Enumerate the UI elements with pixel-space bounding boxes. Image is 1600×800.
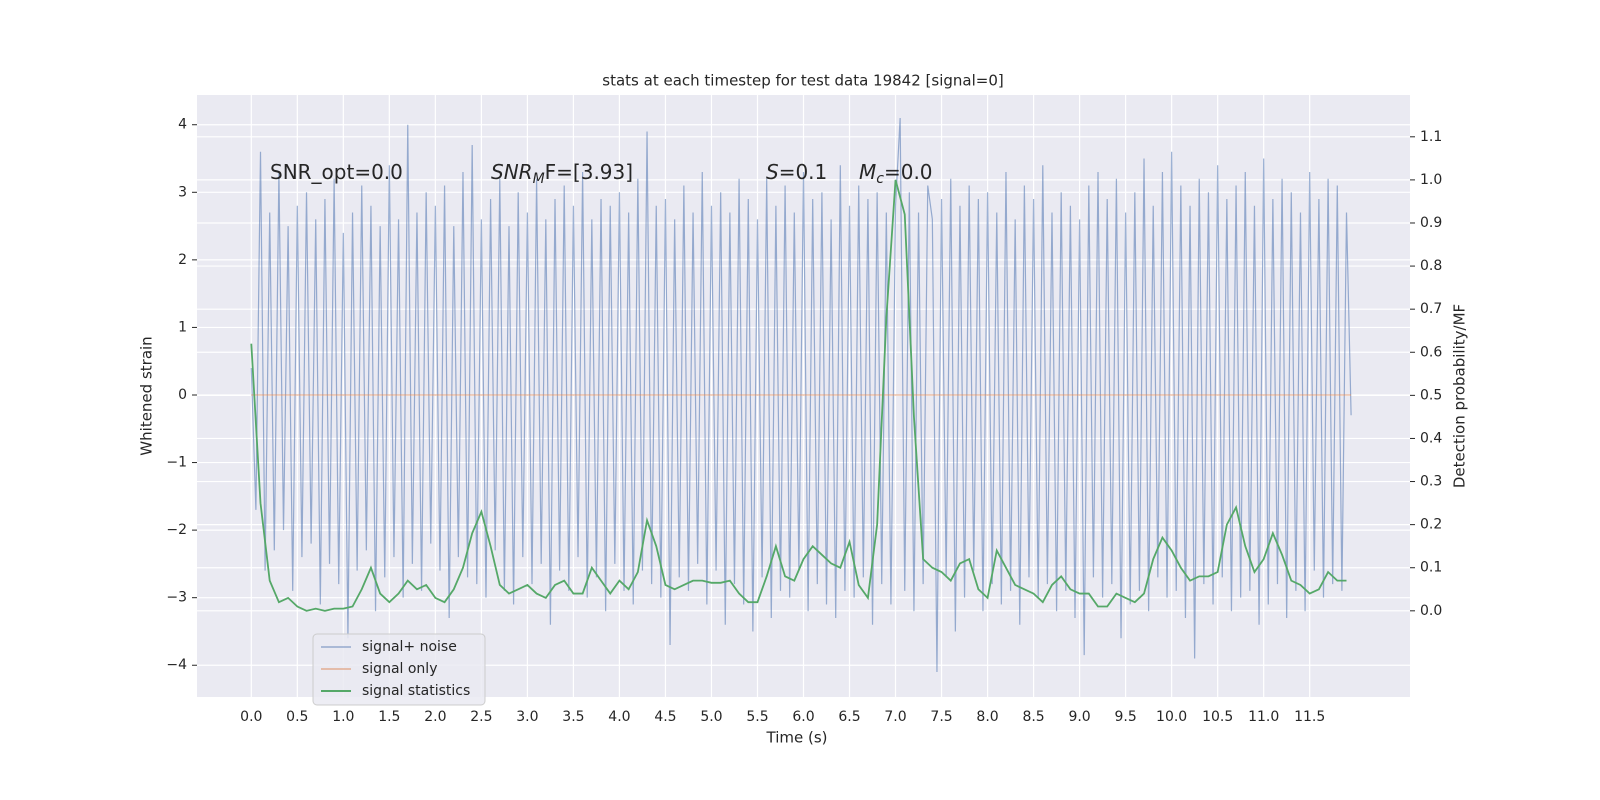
- x-tick-label: 7.5: [930, 709, 952, 725]
- y2-tick-label: 0.3: [1420, 474, 1442, 490]
- y2-axis-label: Detection probability/MF: [1451, 304, 1469, 488]
- y2-tick-label: 0.9: [1420, 215, 1442, 231]
- y2-tick-label: 0.1: [1420, 560, 1442, 576]
- x-tick-label: 4.0: [608, 709, 630, 725]
- chart-title: stats at each timestep for test data 198…: [602, 72, 1003, 90]
- y2-tick-label: 0.4: [1420, 430, 1442, 446]
- axes: 0.0 0.5 1.0 1.5 2.0 2.5 3.0 3.5 4.0 4.5 5.0 5.5 6.0 6…: [166, 117, 1442, 725]
- annotation-text: SNR_opt=0.0: [270, 160, 403, 184]
- y2-tick-label: 0.6: [1420, 344, 1442, 360]
- y2-tick-label: 1.1: [1420, 129, 1442, 145]
- marks: [250, 117, 1352, 673]
- x-tick-label: 8.5: [1022, 709, 1044, 725]
- y-tick-label: −1: [166, 455, 187, 471]
- x-tick-label: 0.5: [286, 709, 308, 725]
- y-tick-label: 3: [178, 184, 187, 200]
- y2-tick-label: 0.7: [1420, 301, 1442, 317]
- legend-label: signal only: [362, 661, 437, 677]
- annotation-base: SNR: [491, 160, 533, 184]
- y2-tick-label: 0.5: [1420, 387, 1442, 403]
- x-tick-label: 3.0: [516, 709, 538, 725]
- x-tick-label: 1.0: [332, 709, 354, 725]
- y-tick-label: 0: [178, 387, 187, 403]
- annotation: Mc=0.0: [859, 160, 933, 188]
- annotation-tail: F=[3.93]: [545, 160, 633, 184]
- x-tick-label: 6.0: [792, 709, 814, 725]
- legend: signal+ noise signal only signal statistic…: [312, 633, 486, 706]
- x-tick-label: 8.0: [976, 709, 998, 725]
- y2-tick-label: 0.2: [1420, 517, 1442, 533]
- x-tick-label: 10.5: [1202, 709, 1233, 725]
- y2-tick-label: 1.0: [1420, 172, 1442, 188]
- x-tick-label: 11.0: [1248, 709, 1279, 725]
- legend-label: signal+ noise: [362, 639, 457, 655]
- annotation: SNR_opt=0.0: [270, 160, 403, 184]
- x-tick-label: 5.5: [746, 709, 768, 725]
- x-tick-label: 2.5: [470, 709, 492, 725]
- series-line: [250, 117, 1352, 673]
- x-tick-label: 0.0: [240, 709, 262, 725]
- y-tick-label: −3: [166, 590, 187, 606]
- x-axis-label: Time (s): [766, 729, 828, 747]
- y-tick-label: 4: [178, 117, 187, 133]
- y-tick-label: −4: [166, 657, 187, 673]
- y2-tick-label: 0.0: [1420, 603, 1442, 619]
- annotation-sub: c: [876, 171, 884, 187]
- x-tick-label: 9.0: [1068, 709, 1090, 725]
- legend-label: signal statistics: [362, 683, 470, 699]
- x-tick-label: 6.5: [838, 709, 860, 725]
- y2-tick-label: 0.8: [1420, 258, 1442, 274]
- x-tick-label: 4.5: [654, 709, 676, 725]
- y-tick-label: 2: [178, 252, 187, 268]
- annotation: S=0.1: [766, 160, 827, 184]
- x-tick-label: 3.5: [562, 709, 584, 725]
- annotation-sub: M: [533, 171, 545, 187]
- annotation-base: S: [766, 160, 779, 184]
- x-tick-label: 9.5: [1114, 709, 1136, 725]
- annotation-tail: =0.1: [779, 160, 828, 184]
- x-tick-label: 7.0: [884, 709, 906, 725]
- annotation-base: M: [859, 160, 876, 184]
- y-axis-label: Whitened strain: [138, 336, 156, 455]
- y-tick-label: −2: [166, 522, 187, 538]
- legend-box: [312, 633, 486, 706]
- annotation: SNRMF=[3.93]: [491, 160, 633, 188]
- x-tick-label: 2.0: [424, 709, 446, 725]
- x-tick-label: 10.0: [1156, 709, 1187, 725]
- series-line: [250, 179, 1347, 612]
- x-tick-label: 1.5: [378, 709, 400, 725]
- annotation-tail: =0.0: [884, 160, 933, 184]
- x-tick-label: 11.5: [1294, 709, 1325, 725]
- x-tick-label: 5.0: [700, 709, 722, 725]
- y-tick-label: 1: [178, 319, 187, 335]
